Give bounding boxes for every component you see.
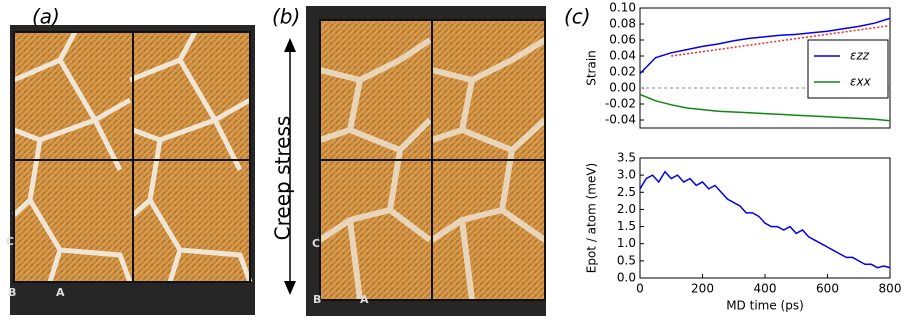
figure: C B A (a) C B A (b) Creep stress (c) 0.1… <box>0 0 905 320</box>
y-tick-label: 1.0 <box>617 236 636 250</box>
panel-b-image: C B A (b) <box>272 5 546 317</box>
y-tick-label: 0.00 <box>609 81 636 95</box>
x-axis-label: MD time (ps) <box>726 299 804 313</box>
y-tick-label: 0.10 <box>609 1 636 15</box>
x-tick-label: 600 <box>816 282 839 296</box>
axis-letter: A <box>360 293 369 306</box>
panel-a-image: C B A (a) <box>6 5 255 316</box>
panel-label: (a) <box>32 5 60 29</box>
y-tick-label: -0.02 <box>605 97 636 111</box>
y-tick-label: 0.08 <box>609 17 636 31</box>
axis-letter: C <box>6 235 14 248</box>
legend <box>808 40 888 98</box>
stress-arrow: Creep stress <box>271 38 297 295</box>
y-tick-label: 0.02 <box>609 65 636 79</box>
panel-label: (c) <box>564 5 591 29</box>
y-axis-label: Strain <box>585 50 599 86</box>
legend-label: εzz <box>850 49 870 63</box>
y-tick-label: 0.06 <box>609 33 636 47</box>
y-tick-label: 3.0 <box>617 168 636 182</box>
x-tick-label: 800 <box>879 282 902 296</box>
y-tick-label: 1.5 <box>617 219 636 233</box>
axis-letter: A <box>56 286 65 299</box>
y-tick-label: 3.5 <box>617 151 636 165</box>
series-line <box>640 172 890 268</box>
x-tick-label: 200 <box>691 282 714 296</box>
axis-letter: B <box>313 293 321 306</box>
axis-letter: C <box>312 237 320 250</box>
y-tick-label: 0.0 <box>617 271 636 285</box>
annotation: Creep stress <box>271 116 295 241</box>
axis-letter: B <box>8 286 16 299</box>
panel-label: (b) <box>272 5 300 29</box>
y-tick-label: 2.0 <box>617 202 636 216</box>
y-tick-label: 2.5 <box>617 185 636 199</box>
y-tick-label: -0.04 <box>605 113 636 127</box>
legend-label: εxx <box>850 75 872 89</box>
y-axis-label: Epot / atom (meV) <box>585 163 599 273</box>
x-tick-label: 400 <box>754 282 777 296</box>
y-tick-label: 0.04 <box>609 49 636 63</box>
y-tick-label: 0.5 <box>617 253 636 267</box>
x-tick-label: 0 <box>636 282 644 296</box>
